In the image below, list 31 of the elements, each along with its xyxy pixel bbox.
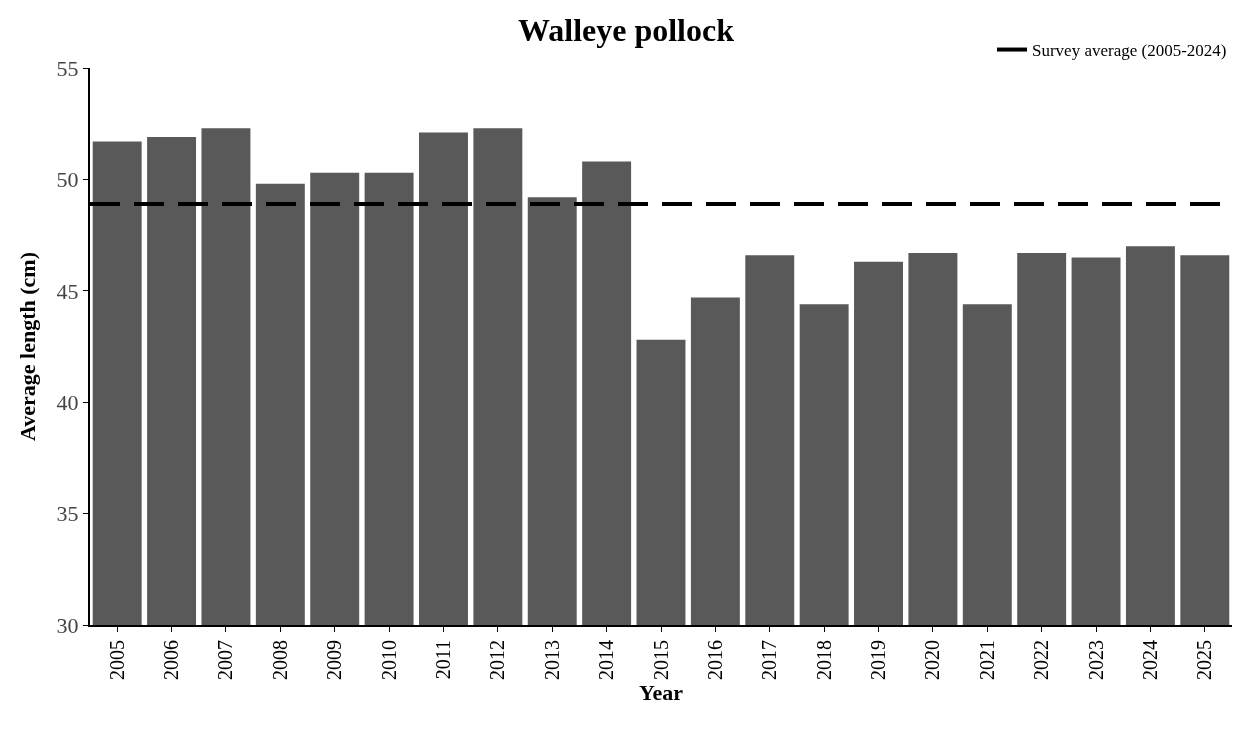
x-tick-label: 2015	[649, 640, 672, 680]
x-tick-label: 2019	[867, 640, 890, 680]
y-tick-label: 35	[56, 501, 79, 527]
x-tick-label: 2020	[921, 640, 944, 680]
legend-label: Survey average (2005-2024)	[1032, 41, 1227, 61]
x-tick-label: 2008	[268, 640, 291, 680]
x-tick-label: 2022	[1030, 640, 1053, 680]
chart-title: Walleye pollock	[518, 11, 735, 48]
y-tick-label: 30	[56, 612, 79, 638]
x-tick-label: 2005	[105, 640, 128, 680]
x-tick-label: 2012	[486, 640, 509, 680]
x-tick-label: 2013	[540, 640, 563, 680]
y-tick-label: 45	[56, 278, 79, 304]
x-axis-title: Year	[639, 680, 684, 705]
x-tick-label: 2011	[431, 640, 454, 680]
y-tick-label: 40	[56, 389, 79, 415]
y-axis-title: Average length (cm)	[14, 252, 40, 441]
y-tick-label: 50	[56, 167, 79, 193]
x-tick-label: 2018	[812, 640, 835, 680]
x-tick-label: 2025	[1193, 640, 1216, 680]
x-tick-label: 2016	[703, 640, 726, 680]
x-tick-label: 2023	[1084, 640, 1107, 680]
x-tick-label: 2006	[160, 640, 183, 680]
x-tick-label: 2017	[758, 640, 781, 680]
x-tick-label: 2021	[975, 640, 998, 680]
y-tick-label: 55	[56, 55, 79, 81]
x-tick-label: 2009	[323, 640, 346, 680]
x-tick-label: 2014	[595, 640, 618, 680]
x-tick-label: 2024	[1138, 640, 1161, 680]
x-tick-label: 2007	[214, 640, 237, 680]
x-tick-label: 2010	[377, 640, 400, 680]
